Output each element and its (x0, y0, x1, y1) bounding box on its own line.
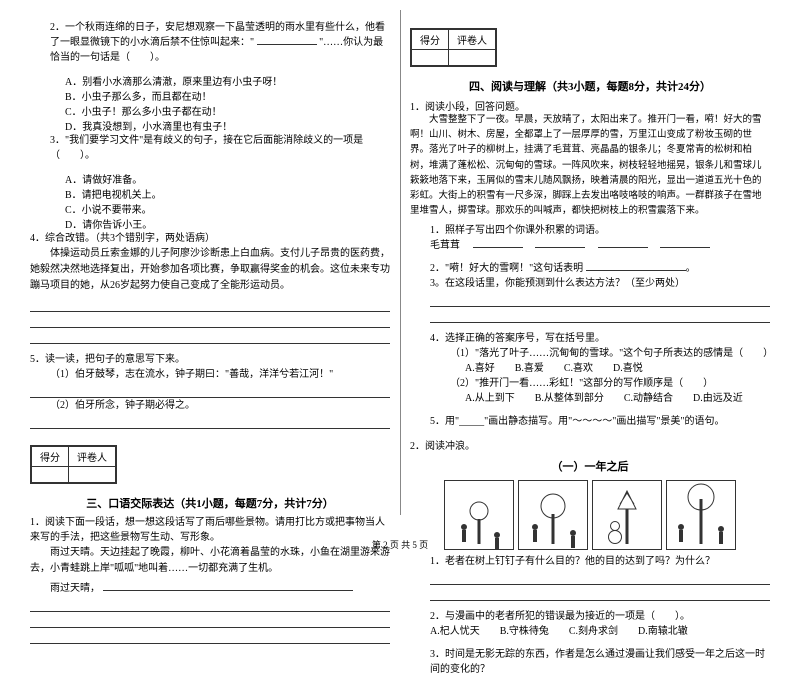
score-box: 得分 评卷人 (30, 445, 117, 484)
r2-q2-options: A.杞人忧天 B.守株待兔 C.刻舟求剑 D.南辕北辙 (430, 624, 770, 639)
r1-q1: 1．照样子写出四个你课外积累的词语。 毛茸茸 (410, 223, 770, 253)
column-divider (400, 10, 401, 515)
blank (103, 590, 353, 591)
reading-1-title: 1．阅读小段，回答问题。 (410, 98, 770, 113)
answer-line (30, 314, 390, 328)
r1-q2-sub: 3。在这段话里，你能预测到什么表达方法？（至少两处） (430, 276, 770, 291)
comic-title: （一）一年之后 (410, 458, 770, 474)
blank (257, 44, 317, 45)
r1-q4-item1-opts: A.喜好 B.喜爱 C.喜欢 D.喜悦 (430, 361, 770, 376)
option-a: A．别看小水滴那么清澈，原来里边有小虫子呀！ (65, 73, 390, 88)
left-column: 2．一个秋雨连绵的日子，安尼想观察一下晶莹透明的雨水里有些什么，他看了一眼显微镜… (30, 20, 390, 530)
option-c: C．小说不要带来。 (65, 201, 390, 216)
q5-item-1: （1）伯牙鼓琴，志在流水，钟子期曰："善哉，洋洋兮若江河！" (30, 367, 390, 382)
r1-q4-prompt: 4．选择正确的答案序号，写在括号里。 (430, 331, 770, 346)
q2-options: A．别看小水滴那么清澈，原来里边有小虫子呀！ B．小虫子那么多，而且都在动！ C… (30, 73, 390, 133)
option-d: D．我真没想到，小水滴里也有虫子！ (65, 118, 390, 133)
question-3: 3．"我们要学习文件"是有歧义的句子，接在它后面能消除歧义的一项是（ ）。 (30, 133, 390, 163)
right-column: 得分 评卷人 四、阅读与理解（共3小题，每题8分，共计24分） 1．阅读小段，回… (410, 20, 770, 530)
answer-line (30, 630, 390, 644)
score-label: 得分 (412, 30, 449, 50)
blank (473, 247, 523, 248)
r2-q1: 1．老者在树上钉钉子有什么目的？他的目的达到了吗？为什么？ (410, 554, 770, 601)
s3-q1-prompt: 1．阅读下面一段话，想一想这段话写了雨后哪些景物。请用打比方或把事物当人来写的手… (30, 515, 390, 545)
r1-q1-example: 毛茸茸 (430, 238, 770, 253)
blank (535, 247, 585, 248)
blank (586, 270, 686, 271)
r1-q1-prompt: 1．照样子写出四个你课外积累的词语。 (430, 223, 770, 238)
reading-1-text: 大雪整整下了一夜。早晨，天放晴了，太阳出来了。推开门一看，嗬！好大的雪啊！山川、… (410, 113, 770, 219)
q5-prompt: 5．读一读，把句子的意思写下来。 (30, 352, 390, 367)
blank (660, 247, 710, 248)
q3-prompt: 3．"我们要学习文件"是有歧义的句子，接在它后面能消除歧义的一项是（ ）。 (50, 135, 363, 161)
r1-q4-item2: （2）"推开门一看……彩虹！"这部分的写作顺序是（ ） (430, 376, 770, 391)
option-c: C．小虫子！那么多小虫子都在动！ (65, 103, 390, 118)
question-2: 2．一个秋雨连绵的日子，安尼想观察一下晶莹透明的雨水里有些什么，他看了一眼显微镜… (30, 20, 390, 65)
section-3-title: 三、口语交际表达（共1小题，每题7分，共计7分） (30, 495, 390, 511)
answer-line (430, 293, 770, 307)
retitle-text: 雨过天晴， (50, 583, 100, 594)
comic-panel-2 (518, 480, 588, 550)
answer-line (30, 298, 390, 312)
answer-line (30, 614, 390, 628)
option-d: D．请你告诉小王。 (65, 216, 390, 231)
s3-q1-text: 雨过天晴。天边挂起了晚霞，柳叶、小花滴着晶莹的水珠，小鱼在湖里游来游去，小青蛙跳… (30, 545, 390, 577)
reading-2-title: 2．阅读冲浪。 (410, 437, 770, 452)
blank (598, 247, 648, 248)
r1-q4-item1: （1）"落光了叶子……沉甸甸的雪球。"这个句子所表达的感情是（ ） (430, 346, 770, 361)
question-4: 4．综合改错。（共3个错别字，两处语病） 体操运动员丘索金娜的儿子阿廖沙诊断患上… (30, 231, 390, 344)
s3-q1-retitle: 雨过天晴， (30, 581, 390, 596)
answer-line (30, 330, 390, 344)
section-4-title: 四、阅读与理解（共3小题，每题8分，共计24分） (410, 78, 770, 94)
r2-q1-text: 1．老者在树上钉钉子有什么目的？他的目的达到了吗？为什么？ (430, 554, 770, 569)
comic-panel-4 (666, 480, 736, 550)
answer-line (30, 384, 390, 398)
r1-q2-prompt: 2．"嗬！好大的雪啊！"这句话表明 (430, 263, 583, 274)
comic-panel-3 (592, 480, 662, 550)
q4-text: 体操运动员丘索金娜的儿子阿廖沙诊断患上白血病。支付儿子昂贵的医药费，她毅然决然地… (30, 246, 390, 294)
r1-q4-item2-opts: A.从上到下 B.从整体到部分 C.动静结合 D.由远及近 (430, 391, 770, 406)
r1-q2: 2．"嗬！好大的雪啊！"这句话表明 。 3。在这段话里，你能预测到什么表达方法？… (410, 261, 770, 323)
r1-q5: 5．用"_____"画出静态描写。用"～～～～"画出描写"景美"的语句。 (410, 414, 770, 429)
score-box: 得分 评卷人 (410, 28, 497, 67)
comic-panels (410, 480, 770, 550)
grader-label: 评卷人 (449, 30, 496, 50)
answer-line (430, 587, 770, 601)
answer-line (430, 571, 770, 585)
grader-label: 评卷人 (69, 447, 116, 467)
question-5: 5．读一读，把句子的意思写下来。 （1）伯牙鼓琴，志在流水，钟子期曰："善哉，洋… (30, 352, 390, 429)
answer-line (30, 415, 390, 429)
option-a: A．请做好准备。 (65, 171, 390, 186)
answer-line (30, 598, 390, 612)
answer-line (430, 309, 770, 323)
s3-q1: 1．阅读下面一段话，想一想这段话写了雨后哪些景物。请用打比方或把事物当人来写的手… (30, 515, 390, 644)
option-b: B．请把电视机关上。 (65, 186, 390, 201)
score-label: 得分 (32, 447, 69, 467)
r2-q3: 3．时间是无影无踪的东西，作者是怎么通过漫画让我们感受一年之后这一时间的变化的？ (410, 647, 770, 677)
option-b: B．小虫子那么多，而且都在动！ (65, 88, 390, 103)
q3-options: A．请做好准备。 B．请把电视机关上。 C．小说不要带来。 D．请你告诉小王。 (30, 171, 390, 231)
comic-panel-1 (444, 480, 514, 550)
q5-item-2: （2）伯牙所念，钟子期必得之。 (30, 398, 390, 413)
r2-q2: 2．与漫画中的老者所犯的错误最为接近的一项是（ ）。 A.杞人忧天 B.守株待兔… (410, 609, 770, 639)
q4-prompt: 4．综合改错。（共3个错别字，两处语病） (30, 231, 390, 246)
example-text: 毛茸茸 (430, 240, 460, 251)
r2-q2-prompt: 2．与漫画中的老者所犯的错误最为接近的一项是（ ）。 (430, 609, 770, 624)
r1-q4: 4．选择正确的答案序号，写在括号里。 （1）"落光了叶子……沉甸甸的雪球。"这个… (410, 331, 770, 406)
